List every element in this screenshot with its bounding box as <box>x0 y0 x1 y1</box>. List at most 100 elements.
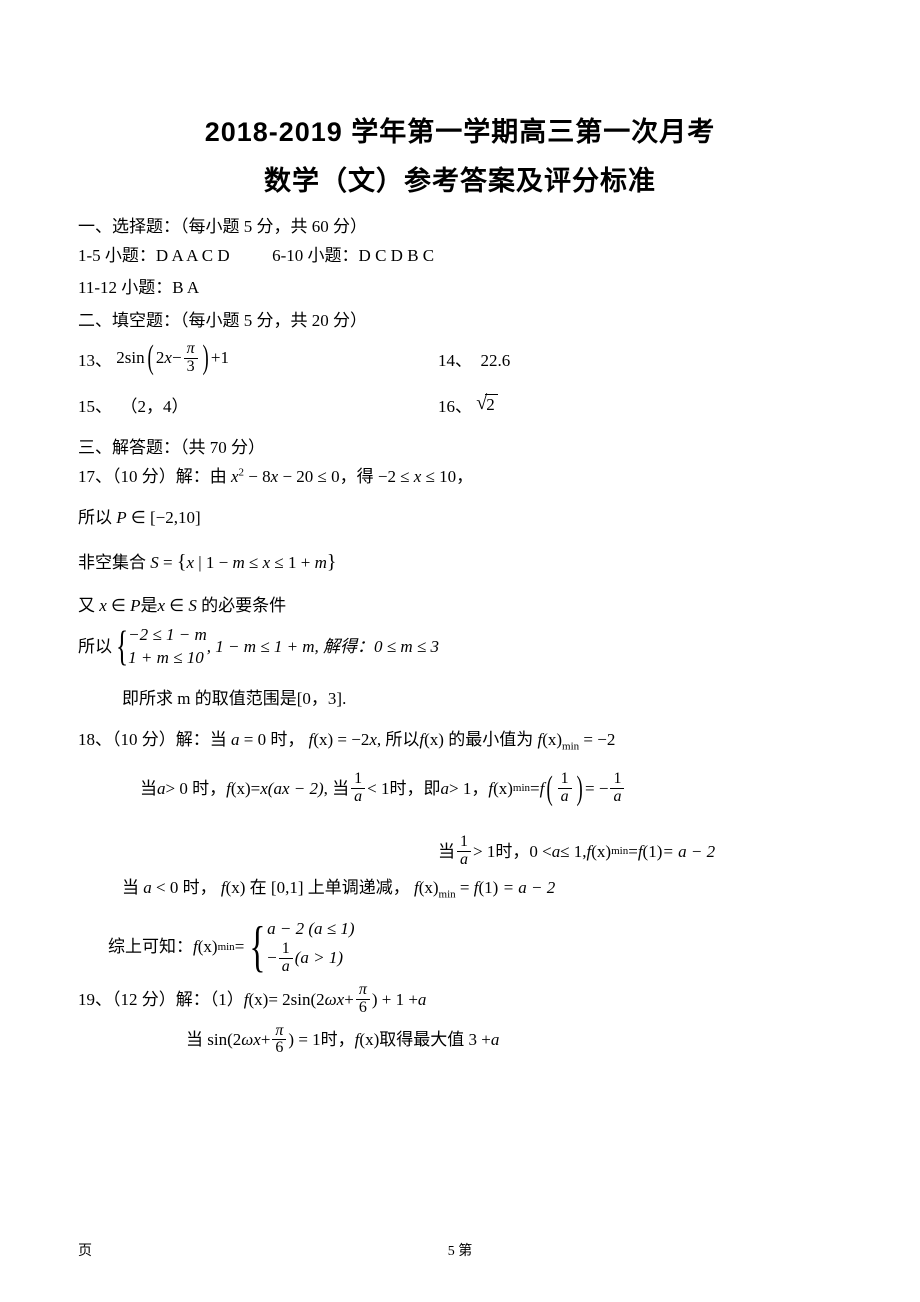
q18-line2: 当 a > 0 时， f(x) = x(ax − 2), 当 1a < 1时，即… <box>140 771 842 806</box>
q18-l1-min: min <box>562 741 579 753</box>
q18-l5-min: min <box>218 939 235 956</box>
q18-l5-eq: = <box>235 934 245 960</box>
q18-l1-px: (x) <box>313 730 333 749</box>
q18-l3-end: = a − 2 <box>662 839 715 865</box>
q19-l2-eq1: ) = 1时， <box>288 1027 354 1053</box>
mc-row-1: 1-5 小题：D A A C D 6-10 小题：D C D B C <box>78 243 842 269</box>
mc-1-5-label: 1-5 小题： <box>78 246 156 265</box>
q17-s-m1: m <box>233 553 245 572</box>
q16-label: 16、 <box>438 392 472 417</box>
q18-l3-px: (x) <box>591 839 611 865</box>
q18-l4-min: min <box>439 888 456 900</box>
q17-tail: − 20 ≤ 0，得 −2 ≤ <box>278 467 414 486</box>
q18-l3-p1: (1) <box>643 839 663 865</box>
mc-row-2: 11-12 小题：B A <box>78 275 842 301</box>
mc-11-12-label: 11-12 小题： <box>78 278 172 297</box>
q17-line-nec: 又 x ∈ P是x ∈ S 的必要条件 <box>78 593 842 619</box>
q19-line2: 当 sin(2ωx + π6 ) = 1时， f(x) 取得最大值 3 + a <box>186 1023 842 1058</box>
q19-l2-frac-n: π <box>272 1023 286 1040</box>
q17-brace: { −2 ≤ 1 − m 1 + m ≤ 10 <box>112 624 207 670</box>
q18-l3-min: min <box>611 843 628 860</box>
q17-line-s: 非空集合 S = {x | 1 − m ≤ x ≤ 1 + m} <box>78 547 842 577</box>
q18-l3-pre: 当 <box>438 839 455 865</box>
q18-l4-px2: (x) <box>419 878 439 897</box>
q15-label: 15、 <box>78 397 112 416</box>
q17-nec-x2: x <box>158 596 166 615</box>
q18-l3-frac-n: 1 <box>457 834 471 851</box>
q17-prefix: 17、（10 分）解：由 <box>78 467 227 486</box>
q18-l2-px: (x) <box>231 776 251 802</box>
q13-frac-num: π <box>184 341 198 358</box>
q18-l2-frac3-d: a <box>610 788 624 806</box>
q18-l2-frac2-d: a <box>558 788 572 806</box>
q13-label: 13、 <box>78 346 112 371</box>
q18-l1-eq0: = 0 时， <box>240 730 305 749</box>
q18-l5-c2-pre: − <box>267 947 277 970</box>
q18-l3-le1: ≤ 1, <box>560 839 586 865</box>
q13-plus1: +1 <box>211 348 229 368</box>
q17-cases: −2 ≤ 1 − m 1 + m ≤ 10 <box>128 624 207 670</box>
q18-l2-frac-n: 1 <box>351 771 365 788</box>
q17-s-m2: m <box>315 553 327 572</box>
q17-s-x: x <box>186 553 194 572</box>
q17-s-pre: 非空集合 <box>78 553 150 572</box>
fill-row-1: 13、 2sin ( 2x − π 3 ) +1 14、 22.6 <box>78 341 842 376</box>
q13-paren: ( 2x − π 3 ) <box>145 341 211 376</box>
q18-l2-frac-d: a <box>351 788 365 806</box>
q18-l4-eq: = <box>456 878 474 897</box>
q18-l3-frac-d: a <box>457 851 471 869</box>
q18-l2-lt1: < 1时，即 <box>367 776 440 802</box>
q18-l4-p1: (1) <box>479 878 499 897</box>
q18-l1-px3: (x) <box>542 730 562 749</box>
q18-l4-px: (x) <box>226 878 246 897</box>
q19-l2-px: (x) <box>359 1027 379 1053</box>
q18-l2-eqneg: = − <box>585 776 608 802</box>
q17-case-mid: , 1 − m ≤ 1 + m, 解得：0 ≤ m ≤ 3 <box>207 634 439 660</box>
q18-l2-frac: 1a <box>351 771 365 806</box>
q19-l1-x: x <box>337 987 345 1013</box>
q18-l5-cases: a − 2 (a ≤ 1) − 1a (a > 1) <box>267 918 354 976</box>
q19-l1-plus: + <box>344 987 354 1013</box>
q18-l1-mid: , 所以 <box>377 730 420 749</box>
q17-x1: x <box>231 467 239 486</box>
footer-center: 5 第 <box>448 1240 473 1260</box>
q18-l2-frac2: 1a <box>558 771 572 806</box>
q18-l5-frac-d: a <box>279 958 293 976</box>
q18-l4-lt0: < 0 时， <box>152 878 217 897</box>
q17-conclusion: 即所求 m 的取值范围是[0，3]. <box>122 686 842 712</box>
q18-l3-gt1: > 1时，0 < <box>473 839 552 865</box>
title-main: 2018-2019 学年第一学期高三第一次月考 <box>78 110 842 149</box>
q18-l5-case1: a − 2 (a ≤ 1) <box>267 918 354 941</box>
q19-l2-x: x <box>253 1027 261 1053</box>
q19-l1-frac-d: 6 <box>356 999 370 1017</box>
q18-l1-pre: 18、（10 分）解：当 <box>78 730 231 749</box>
q17-s-le2: ≤ 1 + <box>270 553 314 572</box>
page: 2018-2019 学年第一学期高三第一次月考 数学（文）参考答案及评分标准 一… <box>0 0 920 1302</box>
q18-l1-x: x <box>369 730 377 749</box>
q18-l2-min: min <box>513 780 530 797</box>
q17-end1: ≤ 10， <box>421 467 473 486</box>
section2-heading: 二、填空题：（每小题 5 分，共 20 分） <box>78 306 842 331</box>
q18-l2-px2: (x) <box>493 776 513 802</box>
q17-line1: 17、（10 分）解：由 x2 − 8x − 20 ≤ 0，得 −2 ≤ x ≤… <box>78 464 842 490</box>
q18-l3-a: a <box>552 839 561 865</box>
q17-in: ∈ <box>127 508 150 527</box>
q18-l3-eq: = <box>628 839 638 865</box>
q17-line-sys: 所以 { −2 ≤ 1 − m 1 + m ≤ 10 , 1 − m ≤ 1 +… <box>78 624 842 670</box>
q17-nec-shi: 是 <box>141 596 158 615</box>
q18-l2-comma: , 当 <box>324 776 350 802</box>
q17-nec-x1: x <box>99 596 107 615</box>
q18-l1-end: = −2 <box>579 730 615 749</box>
q17-s-bar: | 1 − <box>194 553 233 572</box>
q19-l1-frac: π6 <box>356 982 370 1017</box>
q18-l4-pre: 当 <box>122 878 143 897</box>
q19-l2-a: a <box>491 1027 500 1053</box>
q18-l4-end: = a − 2 <box>498 878 555 897</box>
brace-icon: { <box>250 924 266 970</box>
q13-minus: − <box>172 348 182 368</box>
q18-l1-px2: (x) <box>424 730 444 749</box>
q19-l1-frac-n: π <box>356 982 370 999</box>
q17-s-eq: = <box>159 553 177 572</box>
q15: 15、 （2，4） <box>78 392 438 417</box>
q17-nec-in1: ∈ <box>107 596 130 615</box>
